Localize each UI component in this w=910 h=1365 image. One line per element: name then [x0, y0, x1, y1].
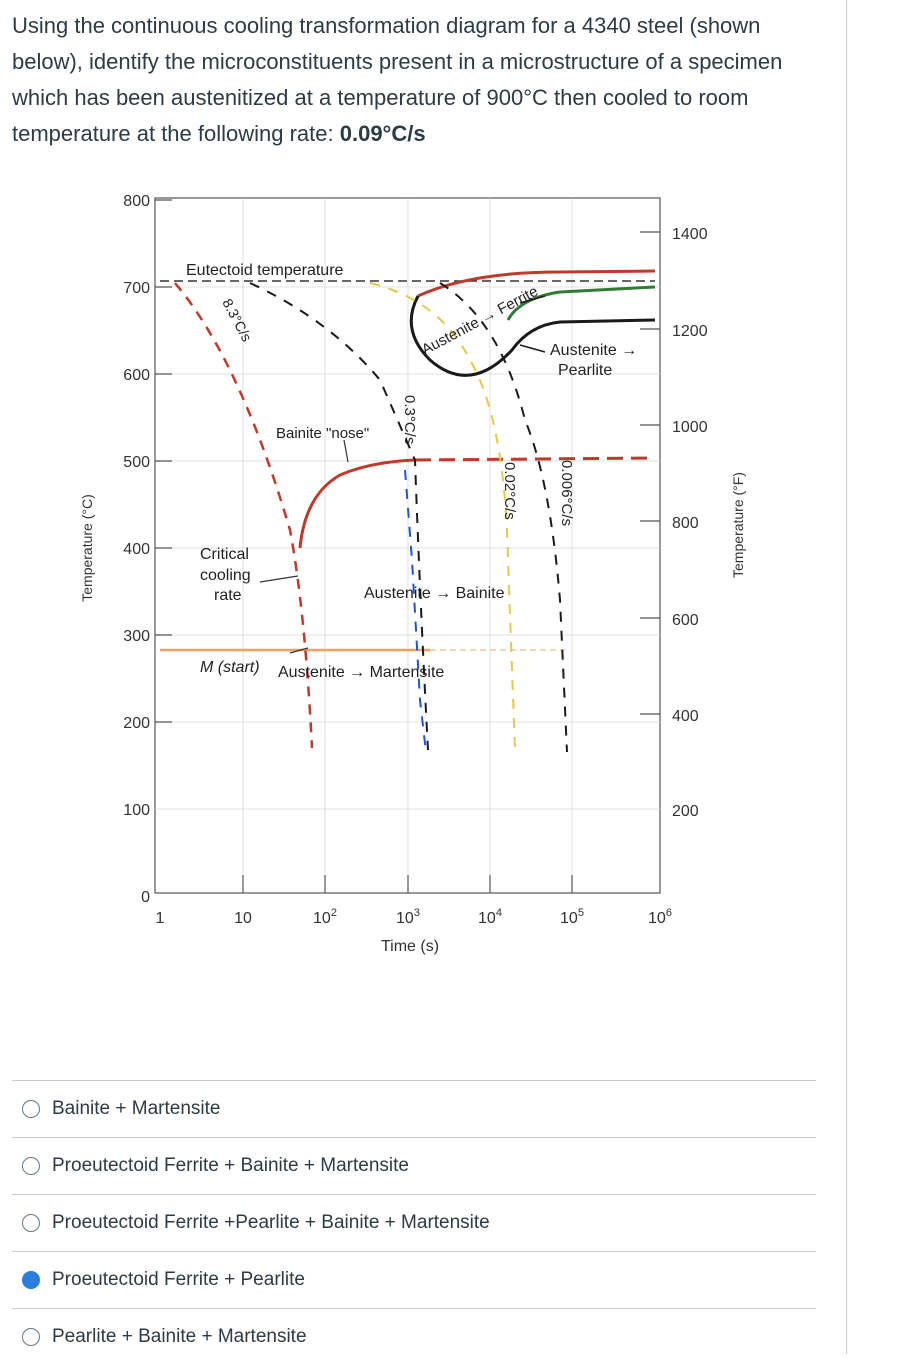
x-tick-label: 106: [648, 907, 672, 927]
cooling-curve-0-3-lower: [404, 469, 427, 753]
critical-label-line3: rate: [214, 587, 242, 604]
critical-label-line2: cooling: [200, 567, 251, 584]
right-tick-label: 1000: [672, 419, 708, 436]
x-tick-label: 102: [313, 907, 337, 927]
ferrite-start-curve: [417, 269, 656, 298]
question-rate: 0.09°C/s: [339, 121, 426, 146]
answer-option[interactable]: Proeutectoid Ferrite + Pearlite: [12, 1251, 816, 1308]
rate-label-0-006: 0.006°C/s: [558, 460, 575, 526]
radio-button[interactable]: [22, 1100, 40, 1118]
cct-diagram-svg: 800 700 600 500 400 300 200 100 0 1400 1…: [79, 193, 746, 955]
left-tick-label: 600: [123, 367, 150, 384]
left-tick-labels: 800 700 600 500 400 300 200 100 0: [123, 193, 150, 906]
right-tick-label: 600: [672, 612, 699, 629]
bainite-start-curve: [298, 458, 416, 549]
aus-martensite-label: Austenite → Martensite: [278, 664, 444, 681]
question-text: Using the continuous cooling transformat…: [12, 8, 832, 152]
x-tick-label: 1: [156, 910, 165, 927]
answer-option[interactable]: Proeutectoid Ferrite + Bainite + Martens…: [12, 1137, 816, 1194]
rate-label-8-3: 8.3°C/s: [219, 296, 255, 344]
x-tick-label: 105: [560, 907, 584, 927]
right-tick-marks: [640, 231, 660, 715]
cooling-curve-0-02: [369, 282, 516, 751]
left-tick-label: 800: [123, 193, 150, 210]
pearlite-label-line1: Austenite →: [550, 342, 637, 359]
cooling-curve-0-006: [439, 282, 568, 753]
left-axis-label: Temperature (°C): [79, 494, 95, 602]
right-tick-label: 200: [672, 803, 699, 820]
bainite-nose-arrow: [343, 439, 349, 463]
left-tick-label: 300: [123, 628, 150, 645]
answer-option[interactable]: Pearlite + Bainite + Martensite: [12, 1308, 816, 1365]
answer-label: Proeutectoid Ferrite +Pearlite + Bainite…: [52, 1212, 490, 1233]
x-tick-label: 10: [234, 910, 252, 927]
page-right-border: [846, 0, 847, 1354]
left-tick-marks: [155, 199, 172, 723]
pearlite-arrow: [519, 344, 546, 353]
mstart-arrow: [289, 647, 309, 654]
left-tick-label: 200: [123, 715, 150, 732]
ferrite-arrow: [519, 295, 546, 304]
x-tick-label: 103: [396, 907, 420, 927]
left-tick-label: 700: [123, 280, 150, 297]
grid-lines: [155, 198, 660, 893]
left-tick-label: 100: [123, 802, 150, 819]
critical-label-line1: Critical: [200, 546, 249, 563]
answer-options: Bainite + Martensite Proeutectoid Ferrit…: [12, 1080, 816, 1365]
cooling-curve-8-3: [174, 282, 314, 749]
pearlite-label-line2: Pearlite: [558, 362, 612, 379]
right-axis-label: Temperature (°F): [730, 472, 746, 578]
x-tick-labels: 1 10 102 103 104 105 106: [156, 907, 672, 927]
answer-label: Bainite + Martensite: [52, 1098, 221, 1119]
radio-button[interactable]: [22, 1214, 40, 1232]
answer-label: Pearlite + Bainite + Martensite: [52, 1326, 307, 1347]
left-tick-label: 500: [123, 454, 150, 471]
right-tick-label: 800: [672, 515, 699, 532]
answer-label: Proeutectoid Ferrite + Bainite + Martens…: [52, 1155, 409, 1176]
rate-label-0-3: 0.3°C/s: [401, 395, 418, 444]
aus-bainite-label: Austenite → Bainite: [364, 585, 505, 602]
radio-button[interactable]: [22, 1157, 40, 1175]
radio-button-selected[interactable]: [22, 1271, 40, 1289]
x-tick-label: 104: [478, 907, 502, 927]
cooling-curve-0-3: [249, 282, 429, 751]
answer-option[interactable]: Bainite + Martensite: [12, 1080, 816, 1137]
x-axis-label: Time (s): [381, 938, 439, 955]
bainite-nose-label: Bainite "nose": [276, 425, 369, 442]
radio-button[interactable]: [22, 1328, 40, 1346]
left-tick-label: 0: [141, 889, 150, 906]
rate-label-0-02: 0.02°C/s: [501, 462, 518, 520]
right-tick-label: 1400: [672, 226, 708, 243]
answer-option[interactable]: Proeutectoid Ferrite +Pearlite + Bainite…: [12, 1194, 816, 1251]
critical-rate-arrow: [259, 575, 299, 583]
left-tick-label: 400: [123, 541, 150, 558]
mstart-label: M (start): [200, 659, 260, 676]
right-tick-labels: 1400 1200 1000 800 600 400 200: [672, 226, 708, 820]
bottom-tick-marks: [242, 875, 573, 893]
answer-label: Proeutectoid Ferrite + Pearlite: [52, 1269, 305, 1290]
ferrite-label: Austenite → Ferrite: [419, 283, 541, 359]
right-tick-label: 1200: [672, 323, 708, 340]
question-body: Using the continuous cooling transformat…: [12, 13, 783, 146]
right-tick-label: 400: [672, 708, 699, 725]
pearlite-finish-curve: [409, 295, 656, 377]
bainite-finish-line: [414, 456, 656, 462]
cct-diagram: 800 700 600 500 400 300 200 100 0 1400 1…: [0, 180, 846, 980]
eutectoid-label: Eutectoid temperature: [186, 262, 344, 279]
